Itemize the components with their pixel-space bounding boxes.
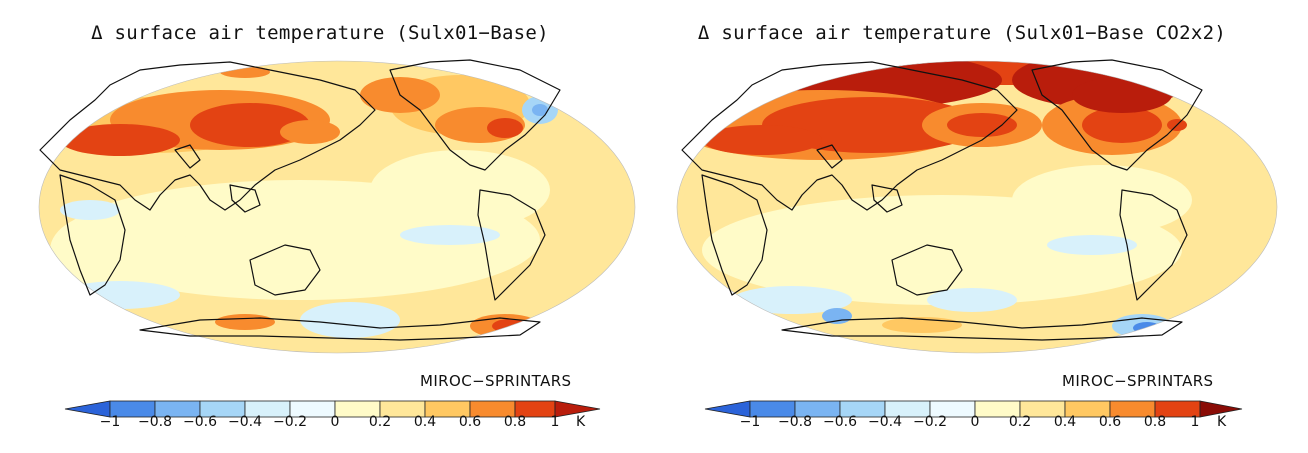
map-panel-right: Δ surface air temperature (Sulx01−Base C…	[642, 0, 1296, 453]
temperature-map-right	[676, 59, 1278, 418]
colorbar-tick: −1	[739, 414, 761, 430]
model-label: MIROC−SPRINTARS	[1062, 372, 1214, 390]
colorbar-tick: −0.2	[913, 414, 947, 430]
colorbar-unit: K	[576, 414, 586, 430]
colorbar-tick: 0.4	[1053, 414, 1077, 430]
colorbar-tick: −0.4	[868, 414, 902, 430]
colorbar-tick: 1	[550, 414, 560, 430]
temperature-map-left	[38, 59, 636, 418]
colorbar-tick: 0.2	[368, 414, 392, 430]
colorbar-right	[704, 400, 1243, 418]
colorbar-unit: K	[1217, 414, 1227, 430]
colorbar-tick: −0.6	[823, 414, 857, 430]
map-title: Δ surface air temperature (Sulx01−Base C…	[697, 22, 1227, 44]
colorbar-tick: 0	[330, 414, 340, 430]
colorbar-left	[64, 400, 601, 418]
map-panel-left: Δ surface air temperature (Sulx01−Base)	[38, 22, 636, 430]
colorbar-tick: −0.6	[183, 414, 217, 430]
colorbar-tick: 0.2	[1008, 414, 1032, 430]
colorbar-tick: 0.8	[1143, 414, 1167, 430]
colorbar-tick: 0	[970, 414, 980, 430]
map-title: Δ surface air temperature (Sulx01−Base)	[91, 22, 549, 44]
colorbar-tick: 0.4	[413, 414, 437, 430]
model-label: MIROC−SPRINTARS	[420, 372, 572, 390]
colorbar-tick: −0.4	[228, 414, 262, 430]
colorbar-tick: 1	[1190, 414, 1200, 430]
colorbar-tick: 0.8	[503, 414, 527, 430]
colorbar-tick: −0.8	[138, 414, 172, 430]
colorbar-tick: 0.6	[458, 414, 482, 430]
colorbar-tick: −0.8	[778, 414, 812, 430]
colorbar-tick: 0.6	[1098, 414, 1122, 430]
colorbar-tick: −1	[99, 414, 121, 430]
colorbar-tick: −0.2	[273, 414, 307, 430]
